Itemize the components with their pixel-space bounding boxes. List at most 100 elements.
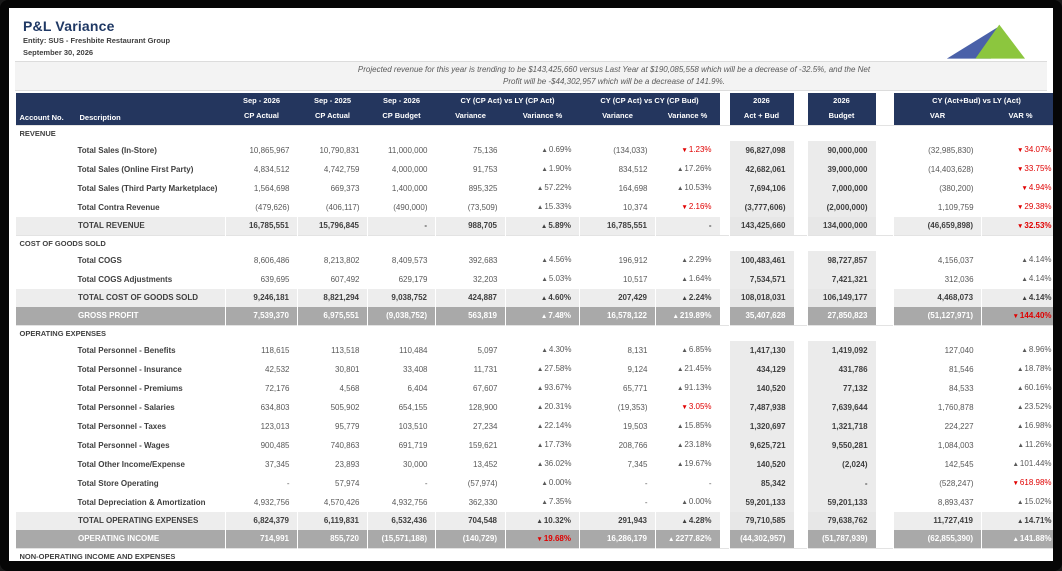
up-triangle-icon: ▲ — [676, 461, 684, 468]
cell: 434,129 — [729, 360, 794, 379]
cell: ▲93.67% — [536, 383, 572, 392]
cell: 118,615 — [261, 345, 290, 355]
cell: - — [644, 497, 648, 507]
cell: ▲57.22% — [536, 183, 572, 192]
summary-note-line1: Projected revenue for this year is trend… — [357, 65, 871, 74]
cell: - — [654, 217, 720, 236]
cell: ▲5.89% — [505, 217, 580, 236]
row-label: Total Personnel - Salaries — [77, 402, 175, 412]
cell: (479,626) — [255, 202, 290, 212]
column-gap — [793, 289, 808, 307]
cell: 4,932,756 — [391, 497, 428, 507]
cell: ▲17.73% — [536, 440, 572, 449]
column-gap — [793, 198, 808, 217]
cell: 7,000,000 — [807, 179, 876, 198]
cell: 142,545 — [944, 459, 974, 469]
row-label: Total COGS — [77, 255, 122, 265]
cell: - — [708, 478, 712, 488]
up-triangle-icon: ▲ — [681, 347, 688, 354]
table-row: Total Store Operating - 57,974 - (57,974) ▲0.… — [16, 474, 1054, 493]
up-triangle-icon: ▲ — [1016, 499, 1024, 506]
cell: (380,200) — [939, 183, 974, 193]
column-gap — [875, 417, 894, 436]
col-header-2026-actbud-top: 2026 — [729, 93, 794, 108]
cell: (14,403,628) — [928, 164, 974, 174]
cell: ▼1.23% — [681, 145, 712, 154]
section-header-label: COST OF GOODS SOLD — [15, 235, 1053, 251]
cell: ▲4.30% — [541, 345, 572, 354]
column-gap — [875, 341, 894, 360]
cell: 900,485 — [260, 440, 290, 450]
cell: 607,492 — [330, 274, 360, 284]
down-triangle-icon: ▼ — [1012, 480, 1019, 487]
up-triangle-icon: ▲ — [541, 347, 548, 354]
cell: ▲10.53% — [676, 183, 712, 192]
up-triangle-icon: ▲ — [536, 442, 544, 449]
up-triangle-icon: ▲ — [1021, 257, 1028, 264]
col-header-budget: Budget — [807, 108, 876, 126]
cell: 639,695 — [260, 274, 290, 284]
cell: 714,991 — [225, 530, 298, 549]
cell: ▲4.28% — [654, 512, 720, 530]
up-triangle-icon: ▲ — [1012, 535, 1019, 543]
section-header-row: REVENUE — [15, 125, 1053, 141]
up-triangle-icon: ▲ — [1016, 517, 1024, 525]
cell: 59,201,133 — [729, 493, 794, 512]
column-gap — [793, 307, 808, 326]
row-label: Total Personnel - Taxes — [77, 421, 167, 431]
row-label: Total Store Operating — [77, 478, 159, 488]
cell: ▲2.24% — [654, 289, 720, 307]
cell: ▲23.52% — [1016, 402, 1052, 411]
table-header: Account No. Description Sep - 2026 Sep -… — [15, 93, 1053, 126]
column-gap — [793, 251, 808, 270]
col-header-variance-pct-ly: Variance % — [505, 108, 580, 126]
cell: 65,771 — [623, 383, 648, 393]
cell: 108,018,031 — [729, 289, 794, 307]
column-gap — [719, 251, 730, 270]
column-gap — [875, 251, 894, 270]
table-row: TOTAL REVENUE 16,785,551 15,796,845-988,70… — [15, 217, 1053, 236]
table-row: Total Contra Revenue (479,626) (406,117) (4… — [16, 198, 1054, 217]
cell: 159,621 — [468, 440, 498, 450]
section-header-label: NON-OPERATING INCOME AND EXPENSES — [15, 548, 1053, 561]
cell: (134,033) — [613, 145, 648, 155]
cell: 59,201,133 — [807, 493, 876, 512]
cell: ▼29.38% — [1016, 202, 1052, 211]
table-row: TOTAL OPERATING EXPENSES 6,824,379 6,119,8… — [15, 512, 1053, 530]
column-gap — [793, 217, 808, 236]
cell: 10,374 — [623, 202, 648, 212]
cell: ▲60.16% — [1016, 383, 1052, 392]
column-gap — [875, 141, 894, 160]
cell: 1,321,718 — [807, 417, 876, 436]
table-row: Total Sales (In-Store) 10,865,967 10,790,8… — [16, 141, 1054, 160]
cell: (62,855,390) — [893, 530, 982, 549]
cell: 98,727,857 — [807, 251, 876, 270]
up-triangle-icon: ▲ — [668, 535, 675, 543]
cell: 110,484 — [399, 345, 428, 355]
column-gap — [793, 341, 808, 360]
cell: (490,000) — [393, 202, 428, 212]
cell: 7,421,321 — [807, 270, 876, 289]
column-gap — [875, 160, 894, 179]
up-triangle-icon: ▲ — [536, 404, 544, 411]
cell: 37,345 — [265, 459, 290, 469]
cell: 30,000 — [403, 459, 428, 469]
cell: ▲4.14% — [1021, 255, 1052, 264]
cell: 67,607 — [473, 383, 498, 393]
row-label: Total Personnel - Benefits — [77, 345, 176, 355]
cell: 27,234 — [473, 421, 498, 431]
cell: 10,865,967 — [249, 145, 290, 155]
cell: 103,510 — [398, 421, 428, 431]
pnl-variance-table: Account No. Description Sep - 2026 Sep -… — [15, 93, 1053, 561]
cell: 6,824,379 — [225, 512, 298, 530]
cell: ▼4.94% — [1021, 183, 1052, 192]
column-gap — [793, 360, 808, 379]
column-gap — [719, 436, 730, 455]
up-triangle-icon: ▲ — [1021, 347, 1028, 354]
column-gap — [793, 493, 808, 512]
cell: 362,330 — [468, 497, 498, 507]
column-gap — [793, 474, 808, 493]
column-gap — [875, 270, 894, 289]
cell: 9,038,752 — [367, 289, 436, 307]
col-header-var-pct: VAR % — [981, 108, 1053, 126]
